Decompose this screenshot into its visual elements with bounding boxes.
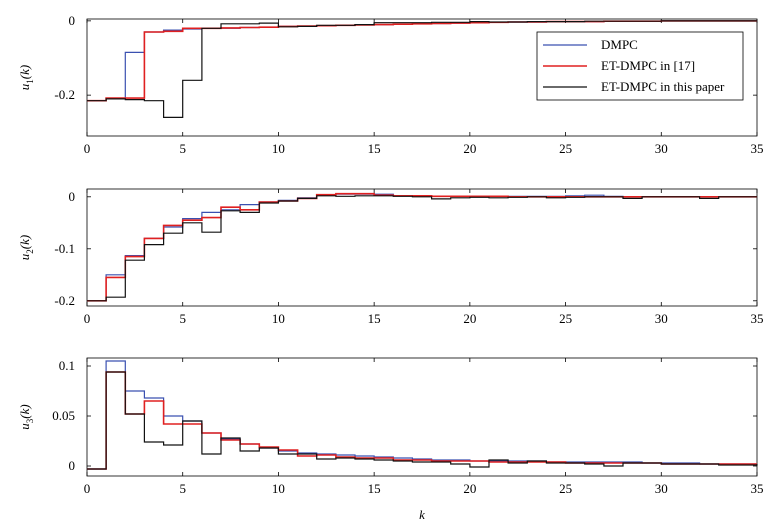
y-axis-label: u3(k) [17,404,35,429]
x-tick-label: 20 [463,481,476,496]
axes-box [86,18,758,137]
y-axis-label: u1(k) [17,65,35,90]
x-tick-label: 30 [655,311,668,326]
y-axis-label-main: u [17,423,32,430]
x-tick-label: 35 [751,311,764,326]
y-tick-label: 0.1 [59,358,75,373]
subplot-2: 0 5 10 15 20 25 30 35 0 -0.1 -0.2 u2(k) [17,188,764,326]
x-tick-label: 20 [463,141,476,156]
series-line-dmpc [87,193,757,302]
x-tick-label: 5 [179,141,186,156]
x-tick-label: 0 [84,481,91,496]
x-tick-label: 25 [559,311,572,326]
x-tick-label: 30 [655,481,668,496]
series-line-et-dmpc-in-17 [87,192,757,302]
y-tick-label: -0.1 [54,241,75,256]
y-tick-label: 0 [69,13,76,28]
legend-entry: ET-DMPC in [17] [601,58,695,73]
y-axis-label-main: u [17,253,32,260]
subplot-1: 0 5 10 15 20 25 30 35 0 -0.2 u1(k) DMPC ET-DMPC in [… [17,13,764,156]
x-tick-label: 15 [368,311,381,326]
y-axis-label-arg: (k) [17,235,32,249]
y-axis-label-sub: 1 [25,79,35,84]
y-tick-label: 0 [69,458,76,473]
legend-entry: ET-DMPC in this paper [601,79,725,94]
series-line-dmpc [87,360,757,470]
x-tick-label: 35 [751,141,764,156]
x-tick-label: 30 [655,141,668,156]
y-axis-label-main: u [17,83,32,90]
series-line-et-dmpc-in-this-paper [87,20,757,118]
x-tick-label: 0 [84,141,91,156]
x-tick-label: 20 [463,311,476,326]
subplot-3: 0 5 10 15 20 25 30 35 0.1 0.05 0 u3(k) k [17,357,764,522]
y-axis-label-arg: (k) [17,65,32,79]
x-tick-label: 25 [559,481,572,496]
y-tick-label: -0.2 [54,293,75,308]
x-tick-label: 15 [368,481,381,496]
y-axis-label-sub: 2 [25,249,35,254]
x-tick-label: 10 [272,481,285,496]
legend: DMPC ET-DMPC in [17] ET-DMPC in this paper [536,31,744,101]
series-line-et-dmpc-in-this-paper [87,371,758,470]
x-tick-label: 25 [559,141,572,156]
x-tick-label: 0 [84,311,91,326]
axes-box [86,357,758,477]
x-axis-label: k [419,507,425,522]
y-tick-label: -0.2 [54,87,75,102]
legend-entry: DMPC [601,37,638,52]
x-tick-label: 5 [179,481,186,496]
axes-box [86,188,758,307]
y-axis-label-sub: 3 [25,418,35,423]
x-tick-label: 15 [368,141,381,156]
y-tick-label: 0.05 [52,408,75,423]
y-tick-label: 0 [69,189,76,204]
series-line-et-dmpc-in-this-paper [87,195,757,302]
x-tick-label: 5 [179,311,186,326]
y-axis-label: u2(k) [17,235,35,260]
x-tick-label: 10 [272,141,285,156]
x-tick-label: 10 [272,311,285,326]
x-tick-label: 35 [751,481,764,496]
y-axis-label-arg: (k) [17,404,32,418]
